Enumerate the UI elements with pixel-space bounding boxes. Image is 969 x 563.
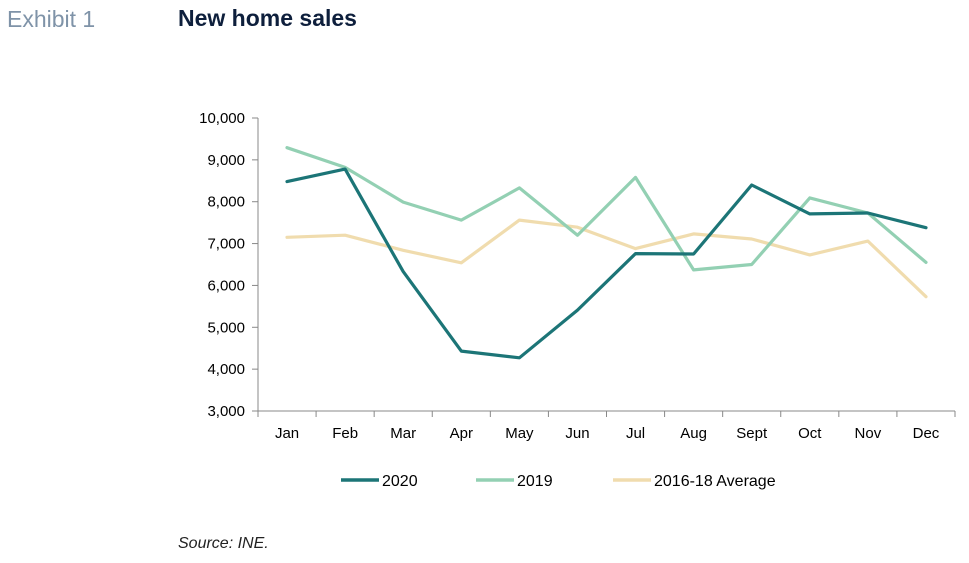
- chart-legend: 2020 2019 2016-18 Average: [341, 473, 776, 490]
- x-tick-label: Jul: [626, 425, 645, 442]
- chart-series: [285, 146, 928, 360]
- source-note: Source: INE.: [178, 535, 269, 552]
- x-tick-label: Mar: [390, 425, 416, 442]
- y-tick-label: 9,000: [207, 152, 245, 169]
- chart-axes: 3,000 4,000 5,000 6,000 7,000 8,000 9,000 10,00…: [199, 110, 956, 442]
- x-tick-label: Sept: [736, 425, 768, 442]
- x-tick-label: Dec: [913, 425, 940, 442]
- exhibit-label: Exhibit 1: [7, 6, 96, 32]
- series-line-2020: [285, 167, 928, 360]
- y-tick-label: 8,000: [207, 194, 245, 211]
- x-tick-label: Aug: [680, 425, 707, 442]
- legend-label: 2019: [517, 473, 553, 490]
- chart-title: New home sales: [178, 5, 357, 31]
- x-tick-label: May: [505, 425, 534, 442]
- line-chart: 3,000 4,000 5,000 6,000 7,000 8,000 9,000 10,00…: [199, 110, 956, 490]
- y-tick-label: 10,000: [199, 110, 245, 127]
- legend-label: 2016-18 Average: [654, 473, 776, 490]
- x-tick-label: Jan: [275, 425, 299, 442]
- y-tick-label: 3,000: [207, 403, 245, 420]
- legend-label: 2020: [382, 473, 418, 490]
- y-tick-label: 4,000: [207, 361, 245, 378]
- x-tick-label: Feb: [332, 425, 358, 442]
- x-tick-label: Apr: [450, 425, 473, 442]
- y-tick-label: 7,000: [207, 236, 245, 253]
- series-line-2016-18-average: [285, 218, 928, 299]
- series-line-2019: [285, 146, 928, 272]
- x-tick-label: Oct: [798, 425, 822, 442]
- y-tick-label: 6,000: [207, 277, 245, 294]
- x-tick-label: Nov: [855, 425, 882, 442]
- x-tick-label: Jun: [565, 425, 589, 442]
- y-tick-label: 5,000: [207, 319, 245, 336]
